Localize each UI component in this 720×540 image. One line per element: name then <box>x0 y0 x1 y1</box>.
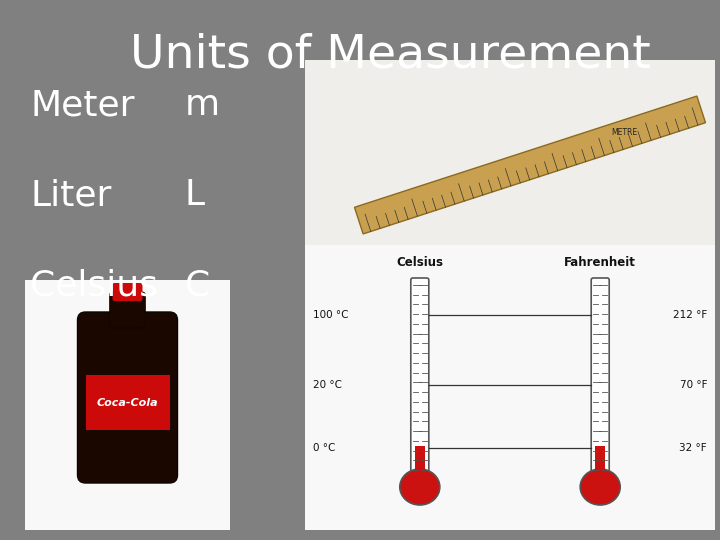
FancyBboxPatch shape <box>109 292 145 328</box>
Text: Coca-Cola: Coca-Cola <box>96 397 158 408</box>
Text: 100 °C: 100 °C <box>313 310 348 320</box>
Bar <box>415 446 425 475</box>
Text: Liter: Liter <box>30 178 112 212</box>
Text: C: C <box>185 268 210 302</box>
Text: Celsius: Celsius <box>396 256 444 269</box>
Text: Meter: Meter <box>30 88 135 122</box>
Text: m: m <box>185 88 220 122</box>
Text: 32 °F: 32 °F <box>680 443 707 453</box>
Text: 20 °C: 20 °C <box>313 380 342 390</box>
Text: 0 °C: 0 °C <box>313 443 336 453</box>
FancyBboxPatch shape <box>78 312 178 483</box>
Text: Units of Measurement: Units of Measurement <box>130 32 650 78</box>
Bar <box>305 60 715 250</box>
Bar <box>305 245 715 530</box>
Text: Fahrenheit: Fahrenheit <box>564 256 636 269</box>
Ellipse shape <box>580 469 620 505</box>
Bar <box>25 280 230 530</box>
Text: Celsius: Celsius <box>30 268 158 302</box>
FancyBboxPatch shape <box>591 278 609 477</box>
Bar <box>595 446 606 475</box>
Text: 212 °F: 212 °F <box>672 310 707 320</box>
Text: METRE: METRE <box>611 127 637 137</box>
Text: 70 °F: 70 °F <box>680 380 707 390</box>
Text: L: L <box>185 178 205 212</box>
Ellipse shape <box>400 469 440 505</box>
FancyBboxPatch shape <box>112 283 143 301</box>
Bar <box>354 96 706 234</box>
Bar <box>86 375 169 430</box>
FancyBboxPatch shape <box>411 278 429 477</box>
